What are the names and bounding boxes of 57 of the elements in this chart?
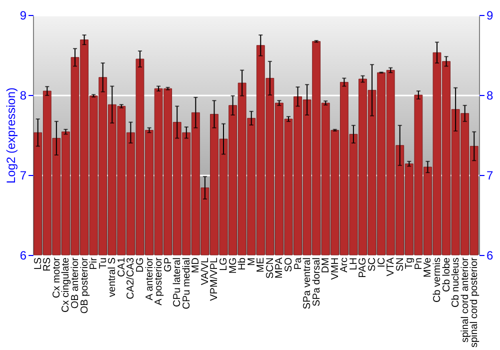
x-tick-label: spinal cord posterior bbox=[469, 256, 480, 348]
y2-tick-label: 8 bbox=[486, 88, 494, 102]
y2-tick-label: 6 bbox=[486, 248, 494, 262]
x-tick-label: LS bbox=[32, 257, 44, 270]
x-tick-label: VPM/VPL bbox=[209, 257, 220, 301]
x-tick-label: ME bbox=[256, 257, 267, 272]
x-tick-label: MG bbox=[228, 257, 239, 274]
x-tick-label: OB anterior bbox=[70, 256, 81, 309]
x-tick-label: M bbox=[246, 258, 258, 266]
x-tick-label: VMH bbox=[330, 258, 341, 280]
x-tick-label: A posterior bbox=[154, 256, 165, 306]
x-tick-label: Arc bbox=[339, 258, 350, 272]
x-tick-label: CPu medial bbox=[181, 258, 192, 310]
x-tick-label: MVe bbox=[422, 257, 434, 278]
x-tick-label: SN bbox=[394, 258, 406, 272]
x-tick-label: Cb lobe bbox=[441, 257, 452, 292]
x-tick-label: Pa bbox=[292, 257, 304, 270]
y-tick-label: 6 bbox=[20, 248, 27, 262]
y2-tick-label: 7 bbox=[486, 168, 494, 182]
x-tick-label: MPA bbox=[274, 257, 286, 278]
x-tick-label: Hb bbox=[237, 257, 248, 270]
x-tick-label: A anterior bbox=[144, 256, 156, 300]
y2-tick-label: 9 bbox=[486, 8, 494, 22]
x-tick-label: ventral S bbox=[107, 257, 118, 297]
x-tick-label: VTA bbox=[386, 257, 397, 276]
x-tick-label: Cx cingulate bbox=[60, 257, 72, 313]
x-tick-label: MD bbox=[190, 258, 202, 274]
x-tick-label: GP bbox=[162, 257, 174, 272]
x-tick-label: Cb vermis bbox=[432, 258, 443, 303]
x-tick-label: PAG bbox=[358, 257, 369, 278]
x-tick-label: CPu lateral bbox=[172, 258, 184, 307]
x-tick-label: IC bbox=[376, 258, 388, 268]
y-tick-label: 8 bbox=[20, 88, 27, 102]
x-tick-label: SC bbox=[367, 258, 378, 272]
x-tick-label: DG bbox=[134, 257, 146, 272]
x-tick-label: CA1 bbox=[116, 257, 128, 277]
x-tick-label: SPa ventral bbox=[302, 258, 314, 310]
x-tick-label: Pir bbox=[88, 256, 100, 270]
x-tick-label: RS bbox=[42, 257, 54, 272]
x-tick-label: Tg bbox=[404, 258, 416, 270]
x-tick-label: SPa dorsal bbox=[311, 258, 322, 306]
x-tick-label: SO bbox=[283, 257, 294, 272]
x-tick-label: DM bbox=[320, 258, 332, 274]
y-axis-title: Log2 (expression) bbox=[4, 87, 18, 184]
y-tick-label: 9 bbox=[20, 8, 27, 22]
x-tick-label: Pn bbox=[413, 258, 424, 270]
x-tick-label: CA2/CA3 bbox=[126, 257, 137, 300]
x-tick-label: OB posterior bbox=[79, 256, 90, 314]
x-tick-label: LH bbox=[348, 258, 360, 270]
y-tick-label: 7 bbox=[20, 168, 27, 182]
x-tick-label: VA/VL bbox=[200, 257, 211, 286]
x-tick-label: spinal cord anterior bbox=[460, 256, 471, 343]
x-tick-label: SCN bbox=[264, 258, 276, 279]
x-tick-label: LG bbox=[218, 257, 230, 271]
x-tick-label: Cx motor bbox=[51, 256, 62, 298]
x-tick-label: Cb nucleus bbox=[450, 258, 462, 308]
x-tick-label: Tu bbox=[98, 258, 109, 269]
